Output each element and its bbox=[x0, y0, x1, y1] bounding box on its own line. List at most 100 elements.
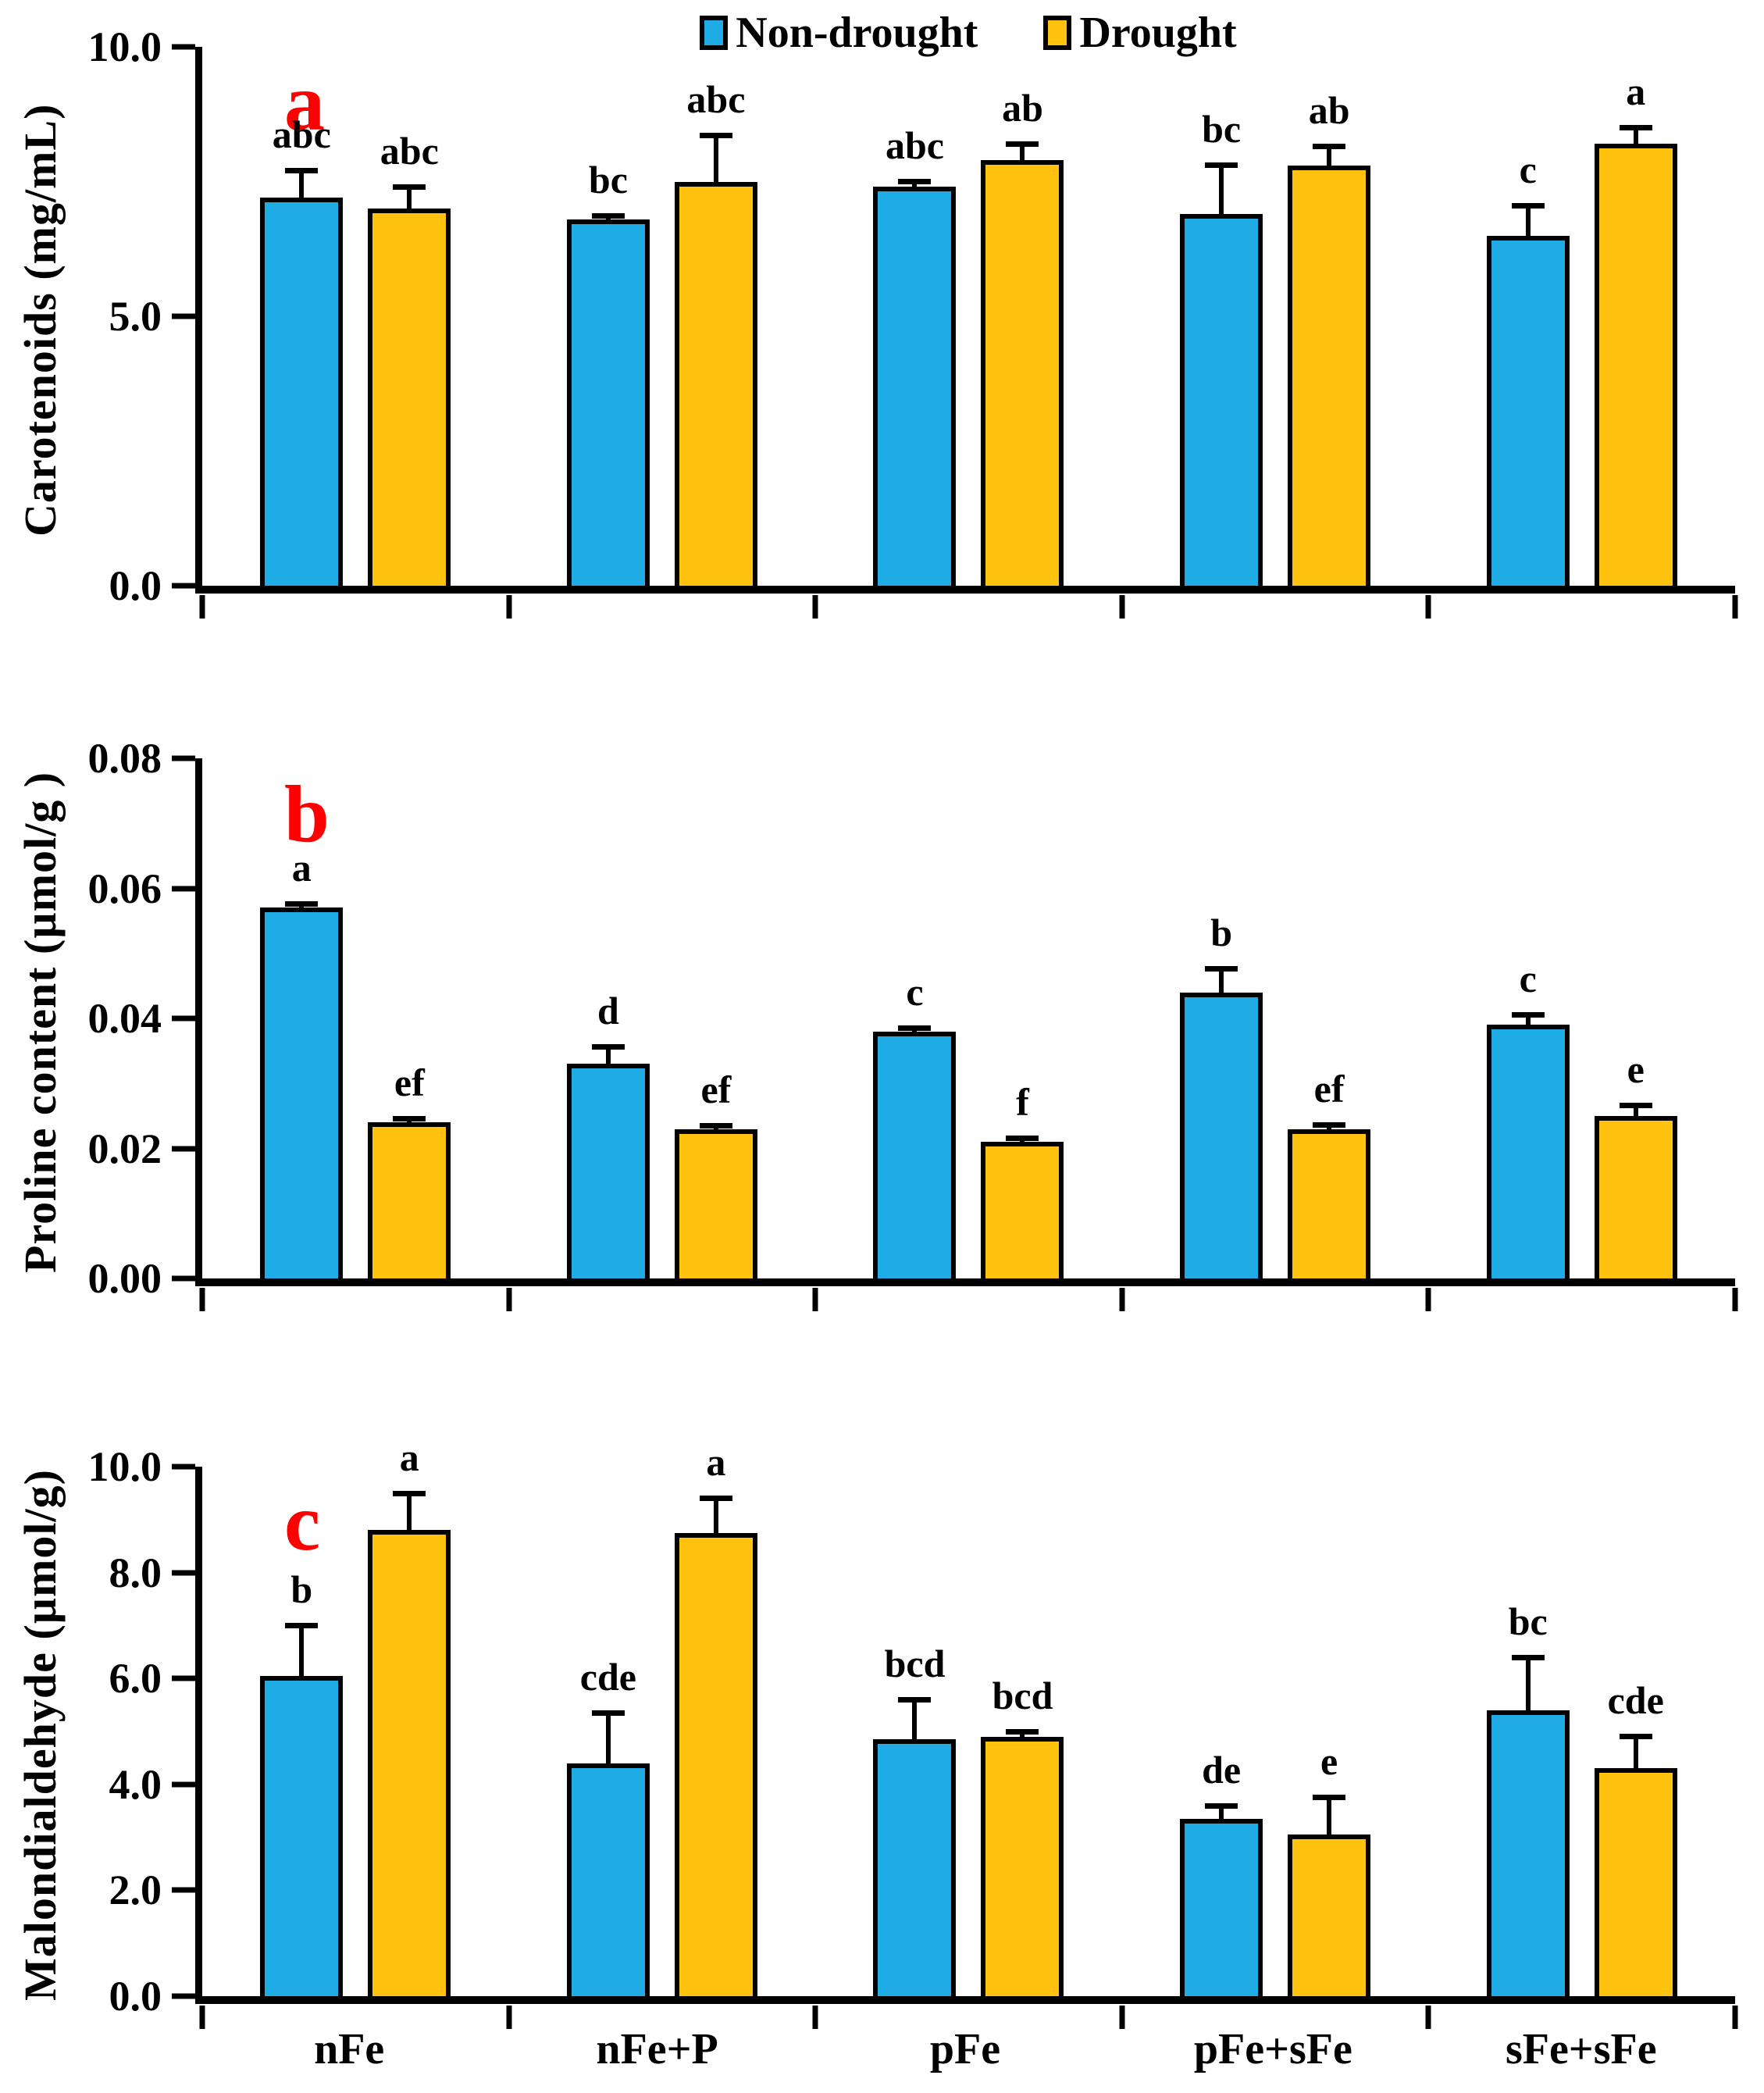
bar-drought-sFe+sFe bbox=[1594, 1115, 1677, 1278]
error-bar-non-drought-pFe bbox=[898, 179, 932, 187]
error-bar-cap bbox=[1511, 203, 1545, 209]
bar-slot-non-drought-pFe+sFe: bc bbox=[1180, 47, 1263, 586]
bar-slot-non-drought-pFe: c bbox=[873, 758, 957, 1278]
bar-slot-drought-pFe: bcd bbox=[981, 1467, 1064, 1996]
error-bar-non-drought-nFe bbox=[285, 168, 319, 198]
bar-group-pFe+sFe: de e bbox=[1122, 1467, 1429, 1996]
error-bar-drought-nFe bbox=[393, 1116, 426, 1123]
bar-slot-drought-nFe: ef bbox=[368, 758, 451, 1278]
legend: Non-drought Drought bbox=[195, 8, 1741, 58]
bar-slot-drought-pFe: f bbox=[981, 758, 1064, 1278]
bar-non-drought-pFe bbox=[873, 187, 957, 586]
error-bar-cap bbox=[1313, 1795, 1346, 1801]
error-bar-cap bbox=[1006, 1728, 1039, 1735]
bar-group-pFe+sFe: b ef bbox=[1122, 758, 1429, 1278]
error-bar-non-drought-nFe bbox=[285, 901, 319, 908]
y-tick-label: 0.08 bbox=[87, 735, 162, 782]
bar-drought-nFe bbox=[368, 209, 451, 586]
x-axis-labels: nFe nFe+P pFe pFe+sFe sFe+sFe bbox=[195, 2027, 1735, 2071]
error-bar-drought-pFe+sFe bbox=[1313, 1122, 1346, 1129]
bar-group-sFe+sFe: bc cde bbox=[1428, 1467, 1735, 1996]
significance-letter-drought-nFe+P: ef bbox=[700, 1067, 732, 1111]
bar-drought-nFe bbox=[368, 1530, 451, 1996]
bar-group-nFe+P: cde a bbox=[509, 1442, 816, 1996]
plot-area-b: b 0.08 0.06 0.04 0.02 0.00 a ef d ef c f b ef c e bbox=[88, 737, 1738, 1311]
error-bar-cap bbox=[1205, 162, 1238, 169]
error-bar-non-drought-sFe+sFe bbox=[1511, 1654, 1545, 1710]
bar-slot-drought-pFe+sFe: e bbox=[1288, 1467, 1371, 1996]
bar-group-nFe: abc abc bbox=[202, 47, 509, 586]
bar-slot-non-drought-pFe+sFe: de bbox=[1180, 1467, 1263, 1996]
bar-drought-nFe+P bbox=[674, 1129, 757, 1278]
error-bar-non-drought-nFe+P bbox=[591, 1710, 625, 1763]
error-bar-non-drought-pFe bbox=[898, 1696, 932, 1740]
bar-group-nFe+P: bc abc bbox=[509, 47, 816, 586]
bar-drought-pFe bbox=[981, 1736, 1064, 1996]
y-tick-mark bbox=[172, 1275, 195, 1282]
x-tick-mark bbox=[506, 1288, 512, 1311]
bar-non-drought-nFe+P bbox=[566, 219, 650, 586]
significance-letter-drought-sFe+sFe: a bbox=[1626, 70, 1646, 114]
y-axis-title-b: Proline content (µmol/g ) bbox=[15, 771, 66, 1274]
significance-letter-drought-nFe: ef bbox=[394, 1061, 425, 1105]
significance-letter-non-drought-pFe+sFe: b bbox=[1210, 911, 1232, 955]
y-tick-label: 8.0 bbox=[109, 1549, 162, 1596]
error-bar-cap bbox=[1205, 966, 1238, 972]
error-bar-cap bbox=[1313, 144, 1346, 150]
y-tick-mark bbox=[172, 1015, 195, 1022]
x-tick-mark bbox=[812, 595, 818, 619]
y-tick-mark bbox=[172, 1781, 195, 1788]
error-bar-cap bbox=[699, 1122, 732, 1129]
legend-item-non-drought: Non-drought bbox=[700, 8, 978, 58]
bar-non-drought-pFe bbox=[873, 1031, 957, 1278]
error-bar-drought-nFe+P bbox=[699, 133, 732, 182]
error-bar-non-drought-sFe+sFe bbox=[1511, 1011, 1545, 1025]
y-tick-mark bbox=[172, 583, 195, 589]
error-bar-cap bbox=[1006, 1135, 1039, 1141]
x-category-label-pFe+sFe: pFe+sFe bbox=[1193, 2025, 1352, 2073]
bar-slot-drought-nFe+P: ef bbox=[674, 758, 757, 1278]
x-tick-mark bbox=[812, 1288, 818, 1311]
y-tick-mark bbox=[172, 313, 195, 319]
y-tick-label: 0.00 bbox=[87, 1255, 162, 1302]
x-tick-mark bbox=[1425, 2006, 1431, 2029]
y-tick-mark bbox=[172, 1675, 195, 1681]
significance-letter-drought-pFe: bcd bbox=[992, 1673, 1053, 1717]
legend-label: Non-drought bbox=[736, 9, 978, 57]
bar-non-drought-nFe bbox=[260, 907, 344, 1278]
bar-group-pFe: abc ab bbox=[815, 47, 1122, 586]
significance-letter-non-drought-pFe+sFe: de bbox=[1202, 1747, 1242, 1792]
significance-letter-non-drought-sFe+sFe: bc bbox=[1508, 1599, 1548, 1643]
error-bar-cap bbox=[699, 133, 732, 139]
significance-letter-drought-sFe+sFe: e bbox=[1627, 1047, 1645, 1092]
error-bar-non-drought-sFe+sFe bbox=[1511, 203, 1545, 236]
bar-slot-drought-nFe: abc bbox=[368, 47, 451, 586]
error-bar-cap bbox=[285, 168, 319, 174]
bar-slot-drought-pFe: ab bbox=[981, 47, 1064, 586]
legend-item-drought: Drought bbox=[1043, 8, 1237, 58]
bar-slot-drought-pFe+sFe: ab bbox=[1288, 47, 1371, 586]
error-bar-cap bbox=[393, 1490, 426, 1496]
error-bar-non-drought-pFe bbox=[898, 1025, 932, 1032]
x-category-label-nFe: nFe bbox=[314, 2025, 385, 2073]
significance-letter-non-drought-nFe: a bbox=[291, 846, 312, 890]
y-axis-title-a: Carotenoids (mg/mL) bbox=[15, 103, 66, 537]
y-tick-label: 10.0 bbox=[87, 1443, 162, 1490]
bar-slot-non-drought-pFe+sFe: b bbox=[1180, 758, 1263, 1278]
bar-drought-sFe+sFe bbox=[1594, 144, 1677, 586]
error-bar-cap bbox=[699, 1496, 732, 1502]
y-tick-label: 10.0 bbox=[87, 23, 162, 70]
significance-letter-non-drought-pFe: abc bbox=[885, 123, 944, 168]
y-tick-label: 0.0 bbox=[109, 1973, 162, 2020]
bar-drought-pFe+sFe bbox=[1288, 1129, 1371, 1278]
y-tick-mark bbox=[172, 1887, 195, 1893]
x-tick-mark bbox=[506, 2006, 512, 2029]
y-tick-label: 4.0 bbox=[109, 1760, 162, 1808]
significance-letter-drought-nFe: abc bbox=[380, 128, 439, 173]
x-tick-mark bbox=[199, 595, 205, 619]
bar-slot-non-drought-nFe: abc bbox=[260, 47, 344, 586]
x-tick-mark bbox=[199, 2006, 205, 2029]
bar-slot-non-drought-nFe+P: d bbox=[566, 758, 650, 1278]
